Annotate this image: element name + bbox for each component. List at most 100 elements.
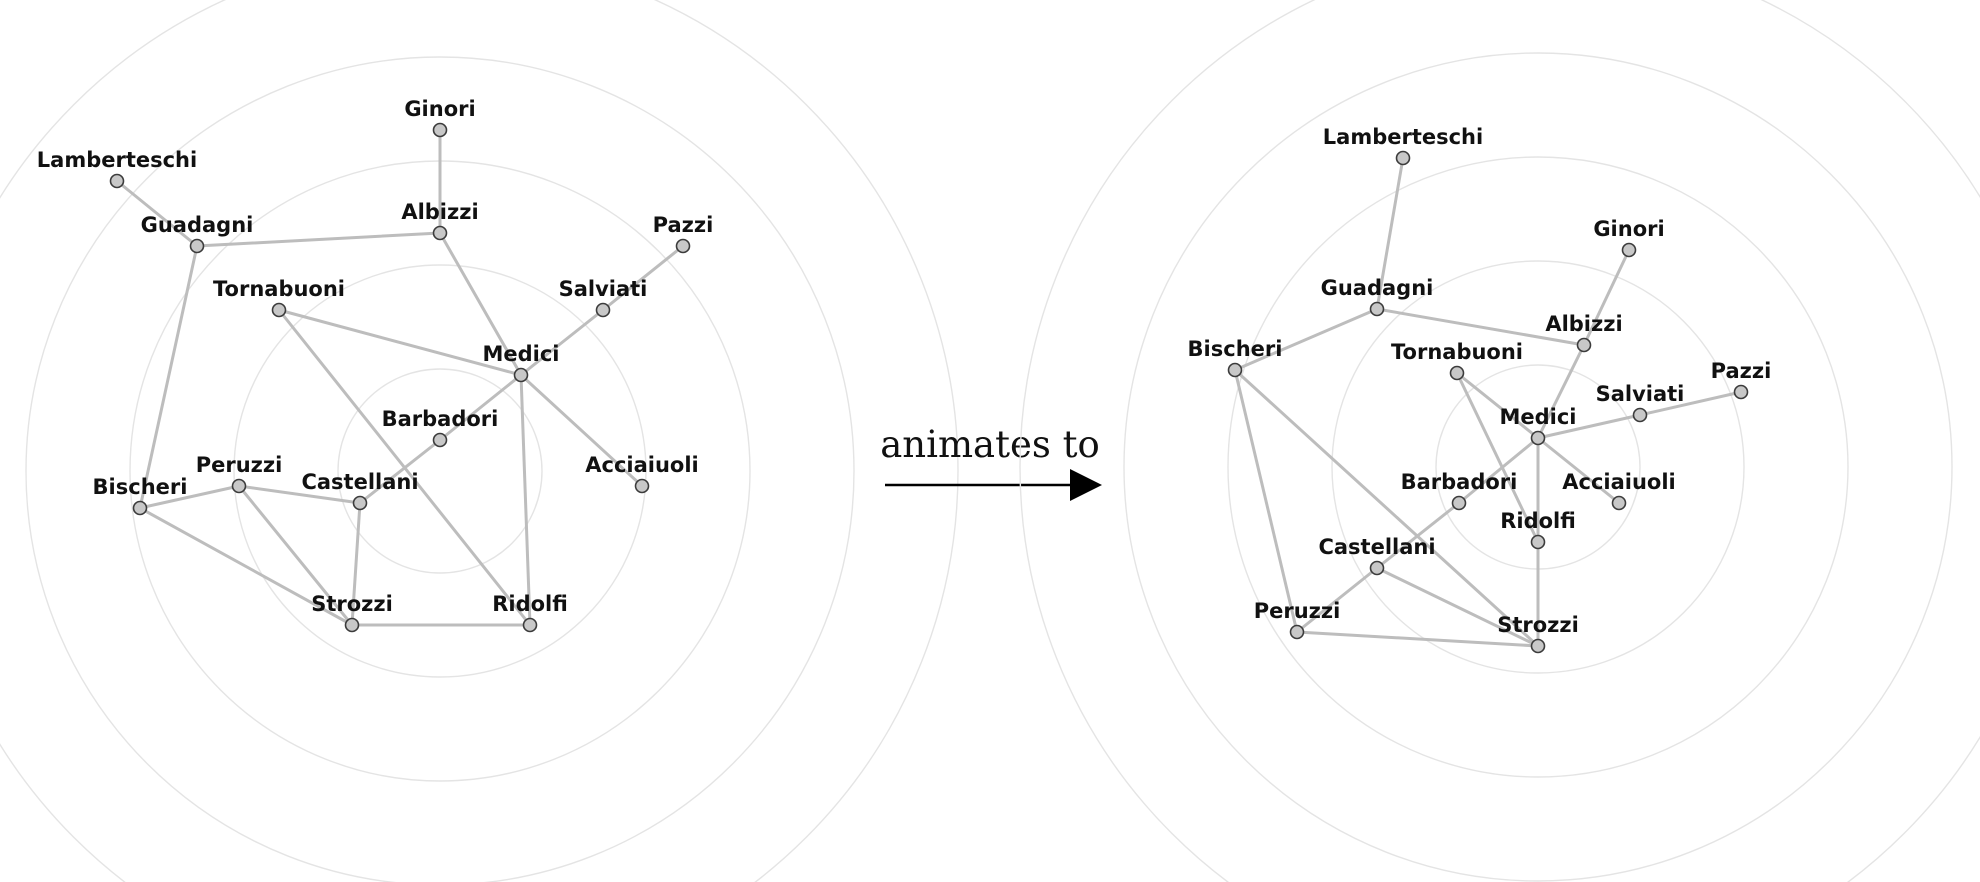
node-ridolfi: Ridolfi [1500,509,1576,550]
edge-albizzi-medici [1536,343,1586,440]
nodes-after: Lamberteschi Ginori Guadagni Albizzi Bischer… [1188,125,1772,654]
node-label: Ginori [1593,217,1664,241]
node-barbadori: Barbadori [382,407,498,448]
ring-1 [337,368,543,574]
node-label: Tornabuoni [1391,340,1523,364]
edge-ginori-albizzi [1582,248,1631,347]
node-label: Barbadori [1401,470,1518,494]
node-label: Strozzi [311,592,393,616]
node-peruzzi: Peruzzi [196,453,282,494]
edges-after [1233,156,1743,648]
node-label: Bischeri [1188,337,1283,361]
edge-castellani-strozzi [350,501,362,627]
node-strozzi: Strozzi [1497,613,1579,654]
node-marker [189,238,205,254]
node-salviati: Salviati [1596,382,1684,423]
node-pazzi: Pazzi [1711,359,1772,400]
radial-diagram-after: Lamberteschi Ginori Guadagni Albizzi Bischer… [1019,0,1980,882]
node-peruzzi: Peruzzi [1254,599,1341,640]
ring-3 [1227,156,1849,778]
edge-tornabuoni-medici [277,308,523,377]
node-label: Lamberteschi [37,148,197,172]
node-marker [352,495,368,511]
node-marker [522,617,538,633]
node-label: Acciaiuoli [1562,470,1676,494]
edge-castellani-peruzzi [237,484,362,505]
edges-before [115,128,685,627]
edge-bischeri-strozzi [138,506,354,627]
edge-medici-barbadori [1457,436,1540,505]
node-guadagni: Guadagni [1321,276,1434,317]
node-guadagni: Guadagni [141,213,253,254]
edge-tornabuoni-medici [1455,371,1540,440]
node-medici: Medici [482,342,560,383]
edge-guadagni-albizzi [195,231,442,248]
node-marker [595,302,611,318]
node-marker [1395,150,1411,166]
node-label: Ridolfi [492,592,568,616]
node-barbadori: Barbadori [1401,470,1518,511]
node-label: Castellani [301,470,418,494]
node-albizzi: Albizzi [401,200,479,241]
edge-salviati-medici [519,308,605,377]
node-pazzi: Pazzi [653,213,713,254]
node-marker [1369,301,1385,317]
node-label: Salviati [559,277,648,301]
edge-lamberteschi-guadagni [1375,156,1405,311]
edge-medici-ridolfi [519,373,532,627]
node-marker [1530,430,1546,446]
node-marker [432,432,448,448]
edge-medici-acciaiuoli [1536,436,1621,505]
node-lamberteschi: Lamberteschi [37,148,197,189]
node-tornabuoni: Tornabuoni [1391,340,1523,381]
node-label: Medici [482,342,559,366]
node-label: Tornabuoni [213,277,345,301]
node-marker [1530,638,1546,654]
node-bischeri: Bischeri [1188,337,1283,378]
concentric-rings-after [1019,0,1980,882]
node-marker [432,225,448,241]
node-label: Castellani [1318,535,1435,559]
node-marker [344,617,360,633]
edge-lamberteschi-guadagni [115,179,199,248]
node-marker [109,173,125,189]
node-castellani: Castellani [1318,535,1436,576]
node-marker [1451,495,1467,511]
node-label: Strozzi [1497,613,1579,637]
node-label: Peruzzi [1254,599,1341,623]
caption-text: animates to [880,423,1100,466]
node-marker [634,478,650,494]
node-marker [1449,365,1465,381]
edge-salviati-medici [1536,413,1642,440]
node-medici: Medici [1499,405,1577,446]
ring-2 [233,264,647,678]
node-acciaiuoli: Acciaiuoli [1562,470,1676,511]
nodes-before: Ginori Lamberteschi Guadagni Albizzi Pazzi To… [37,97,713,633]
node-marker [1289,624,1305,640]
node-label: Pazzi [1711,359,1772,383]
node-marker [1369,560,1385,576]
ring-4 [25,56,855,882]
node-marker [132,500,148,516]
node-marker [675,238,691,254]
node-marker [513,367,529,383]
edge-castellani-strozzi [1375,566,1540,648]
edge-guadagni-albizzi [1375,307,1586,347]
node-label: Ginori [404,97,475,121]
node-strozzi: Strozzi [311,592,393,633]
node-lamberteschi: Lamberteschi [1323,125,1483,166]
ring-5 [0,0,959,882]
node-label: Guadagni [1321,276,1434,300]
edge-tornabuoni-ridolfi [1455,371,1540,544]
node-label: Acciaiuoli [585,453,699,477]
edge-albizzi-medici [438,231,523,377]
edge-peruzzi-strozzi [1295,630,1540,648]
edge-guadagni-bischeri [138,244,199,510]
ring-2 [1331,260,1745,674]
node-ginori: Ginori [1593,217,1665,258]
edge-guadagni-bischeri [1233,307,1379,372]
node-marker [1530,534,1546,550]
node-ridolfi: Ridolfi [492,592,568,633]
node-castellani: Castellani [301,470,419,511]
